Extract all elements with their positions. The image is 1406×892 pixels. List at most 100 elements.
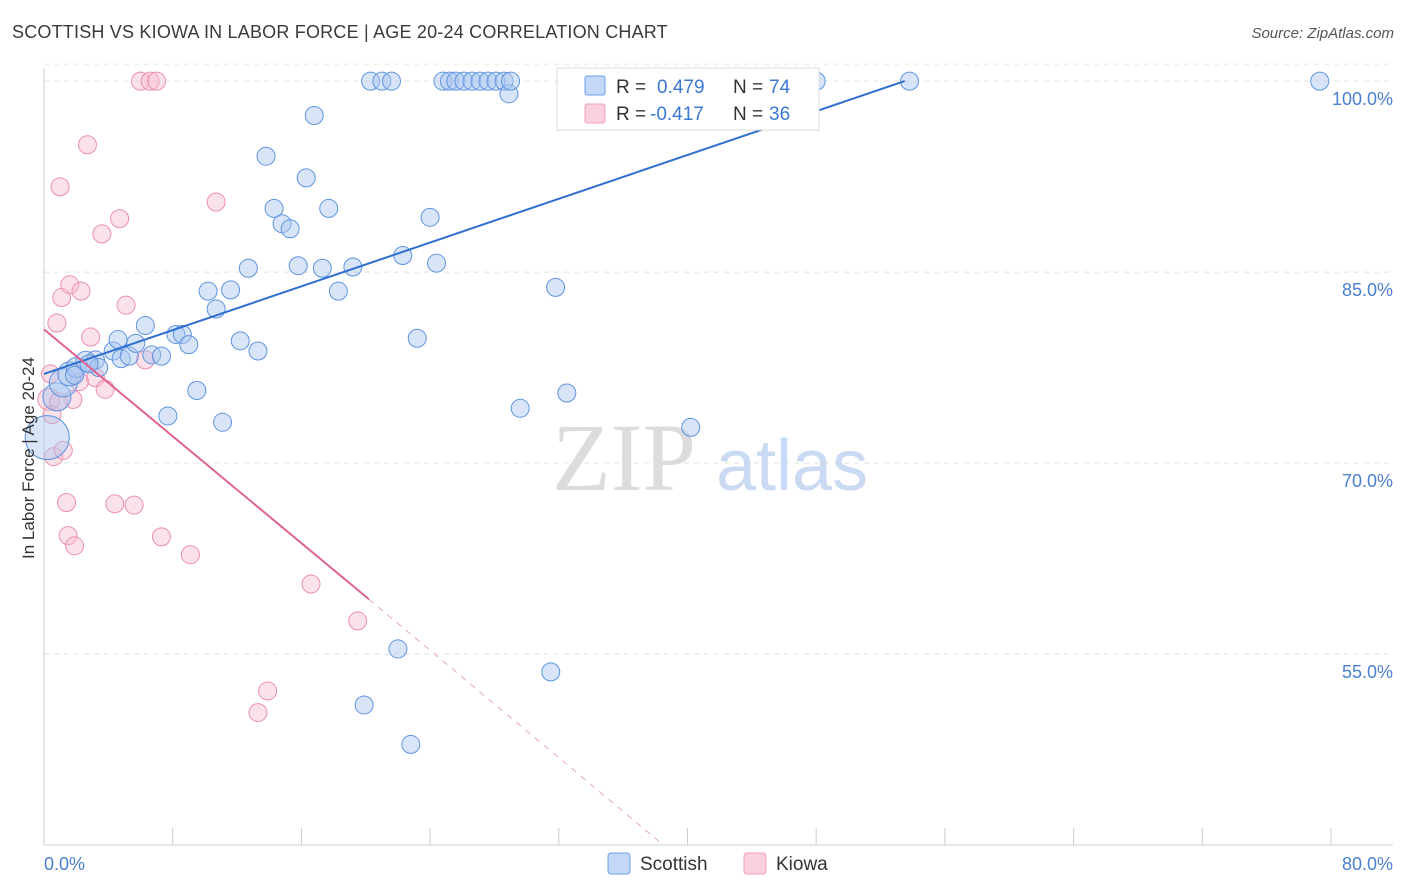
scottish-point [361, 71, 381, 91]
legend-swatch-scottish [584, 75, 606, 96]
kiowa-point [42, 405, 62, 425]
scottish-point [24, 415, 70, 461]
y-tick-label: 55.0% [1342, 662, 1393, 682]
scottish-point [900, 71, 920, 91]
kiowa-point [57, 493, 77, 513]
scottish-points [24, 71, 1330, 754]
kiowa-point [348, 611, 368, 631]
scottish-point [328, 281, 348, 301]
scottish-point [179, 335, 199, 355]
scottish-point [494, 71, 514, 91]
bottom-legend-swatch-kiowa [743, 852, 767, 875]
axes [43, 68, 1393, 846]
kiowa-point [180, 545, 200, 565]
y-tick-labels: 55.0% 70.0% 85.0% 100.0% [1332, 89, 1393, 682]
bottom-legend-swatch-scottish [607, 852, 631, 875]
scottish-point [256, 146, 276, 166]
kiowa-point [92, 224, 112, 244]
scottish-point [142, 345, 162, 365]
scottish-point [501, 71, 521, 91]
chart-source: Source: ZipAtlas.com [1251, 25, 1394, 42]
legend-swatch-kiowa [584, 103, 606, 124]
kiowa-points [37, 71, 368, 723]
kiowa-point [95, 379, 115, 399]
kiowa-point [301, 574, 321, 594]
scottish-point [546, 277, 566, 297]
kiowa-point [110, 209, 130, 229]
kiowa-point [248, 703, 268, 723]
legend-r-label-scottish: R = [616, 77, 646, 98]
kiowa-trend-extension [368, 598, 664, 846]
scottish-point [1310, 71, 1330, 91]
kiowa-point [131, 71, 151, 91]
bottom-legend-label-kiowa: Kiowa [776, 854, 828, 875]
kiowa-point [81, 327, 101, 347]
scottish-point [296, 168, 316, 188]
legend-r-label-kiowa: R = [616, 104, 646, 125]
kiowa-point [140, 71, 160, 91]
scottish-point [304, 105, 324, 125]
legend-n-value-kiowa: 36 [769, 104, 790, 125]
kiowa-trend-line [43, 328, 370, 601]
x-tick-min: 0.0% [44, 854, 85, 874]
scottish-point [135, 316, 155, 336]
scottish-point [681, 417, 701, 437]
scottish-point [264, 198, 284, 218]
kiowa-point [77, 135, 97, 155]
scottish-point [372, 71, 392, 91]
legend-n-label-scottish: N = [733, 77, 763, 98]
scottish-point [198, 281, 218, 301]
scottish-point [158, 406, 178, 426]
kiowa-point [124, 495, 144, 515]
scottish-point [433, 71, 453, 91]
scottish-point [42, 382, 72, 412]
scottish-point [401, 734, 421, 754]
scottish-point [248, 341, 268, 361]
scottish-point [478, 71, 498, 91]
scottish-point [172, 324, 192, 344]
kiowa-point [50, 177, 70, 197]
chart-title: SCOTTISH VS KIOWA IN LABOR FORCE | AGE 2… [12, 22, 668, 42]
kiowa-point [147, 71, 167, 91]
scottish-point [557, 383, 577, 403]
scottish-point [439, 71, 459, 91]
scottish-point [221, 280, 241, 300]
scottish-point [280, 219, 300, 239]
scottish-point [65, 365, 85, 385]
y-tick-label: 85.0% [1342, 280, 1393, 300]
scottish-point [541, 662, 561, 682]
watermark-zip: ZIP [552, 404, 696, 511]
legend-r-value-kiowa: -0.417 [650, 104, 704, 125]
legend-n-label-kiowa: N = [733, 104, 763, 125]
kiowa-point [116, 295, 136, 315]
scottish-point [407, 328, 427, 348]
scottish-point [111, 349, 131, 369]
scottish-point [388, 639, 408, 659]
scottish-point [312, 258, 332, 278]
legend-n-value-scottish: 74 [769, 77, 791, 98]
scottish-point [187, 380, 207, 400]
kiowa-point [60, 275, 80, 295]
y-axis-label: In Labor Force | Age 20-24 [19, 357, 38, 559]
kiowa-point [135, 350, 155, 370]
scottish-point [151, 346, 171, 366]
kiowa-point [58, 526, 78, 546]
scottish-point [454, 71, 474, 91]
scottish-point [343, 257, 363, 277]
watermark: ZIP atlas [552, 404, 868, 511]
legend-box: R = 0.479 N = 74 R = -0.417 N = 36 [556, 67, 820, 131]
y-tick-label: 70.0% [1342, 471, 1393, 491]
scottish-point [427, 253, 447, 273]
x-tick-max: 80.0% [1342, 854, 1393, 874]
scottish-point [381, 71, 401, 91]
kiowa-point [47, 313, 67, 333]
scottish-point [510, 398, 530, 418]
scottish-point [119, 346, 139, 366]
kiowa-point [258, 681, 278, 701]
kiowa-point [65, 536, 85, 556]
y-tick-label: 100.0% [1332, 89, 1393, 109]
kiowa-point [44, 447, 64, 467]
gridlines [44, 63, 1393, 655]
scottish-point [288, 256, 308, 276]
